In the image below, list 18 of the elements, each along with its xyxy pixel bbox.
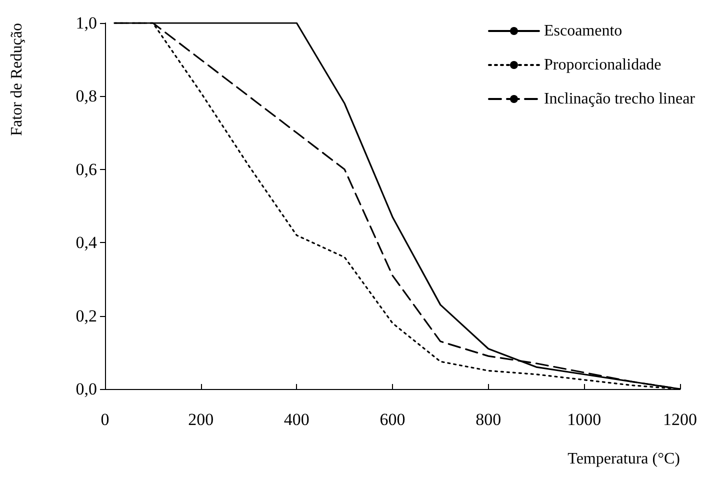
y-tick-label: 0,0 [76, 380, 97, 398]
y-axis-title: Fator de Redução [8, 23, 26, 136]
x-tick-label: 600 [380, 410, 406, 429]
x-tick-label: 0 [100, 410, 110, 429]
x-tick-label: 1000 [567, 410, 602, 429]
y-tick-label: 0,8 [76, 86, 97, 106]
legend-label: Inclinação trecho linear [544, 90, 696, 108]
x-tick-label: 400 [284, 410, 310, 429]
legend-label: Escoamento [544, 22, 622, 40]
x-axis-title: Temperatura (°C) [568, 450, 680, 468]
y-tick-label: 0,2 [76, 306, 97, 326]
x-tick-label: 800 [476, 410, 502, 429]
y-tick-label: 0,4 [76, 233, 98, 252]
y-tick-label: 1,0 [76, 14, 97, 32]
y-tick-label: 0,6 [76, 160, 97, 179]
legend-label: Proporcionalidade [544, 56, 662, 74]
x-tick-label: 1200 [663, 410, 697, 429]
x-tick-label: 200 [188, 410, 214, 429]
